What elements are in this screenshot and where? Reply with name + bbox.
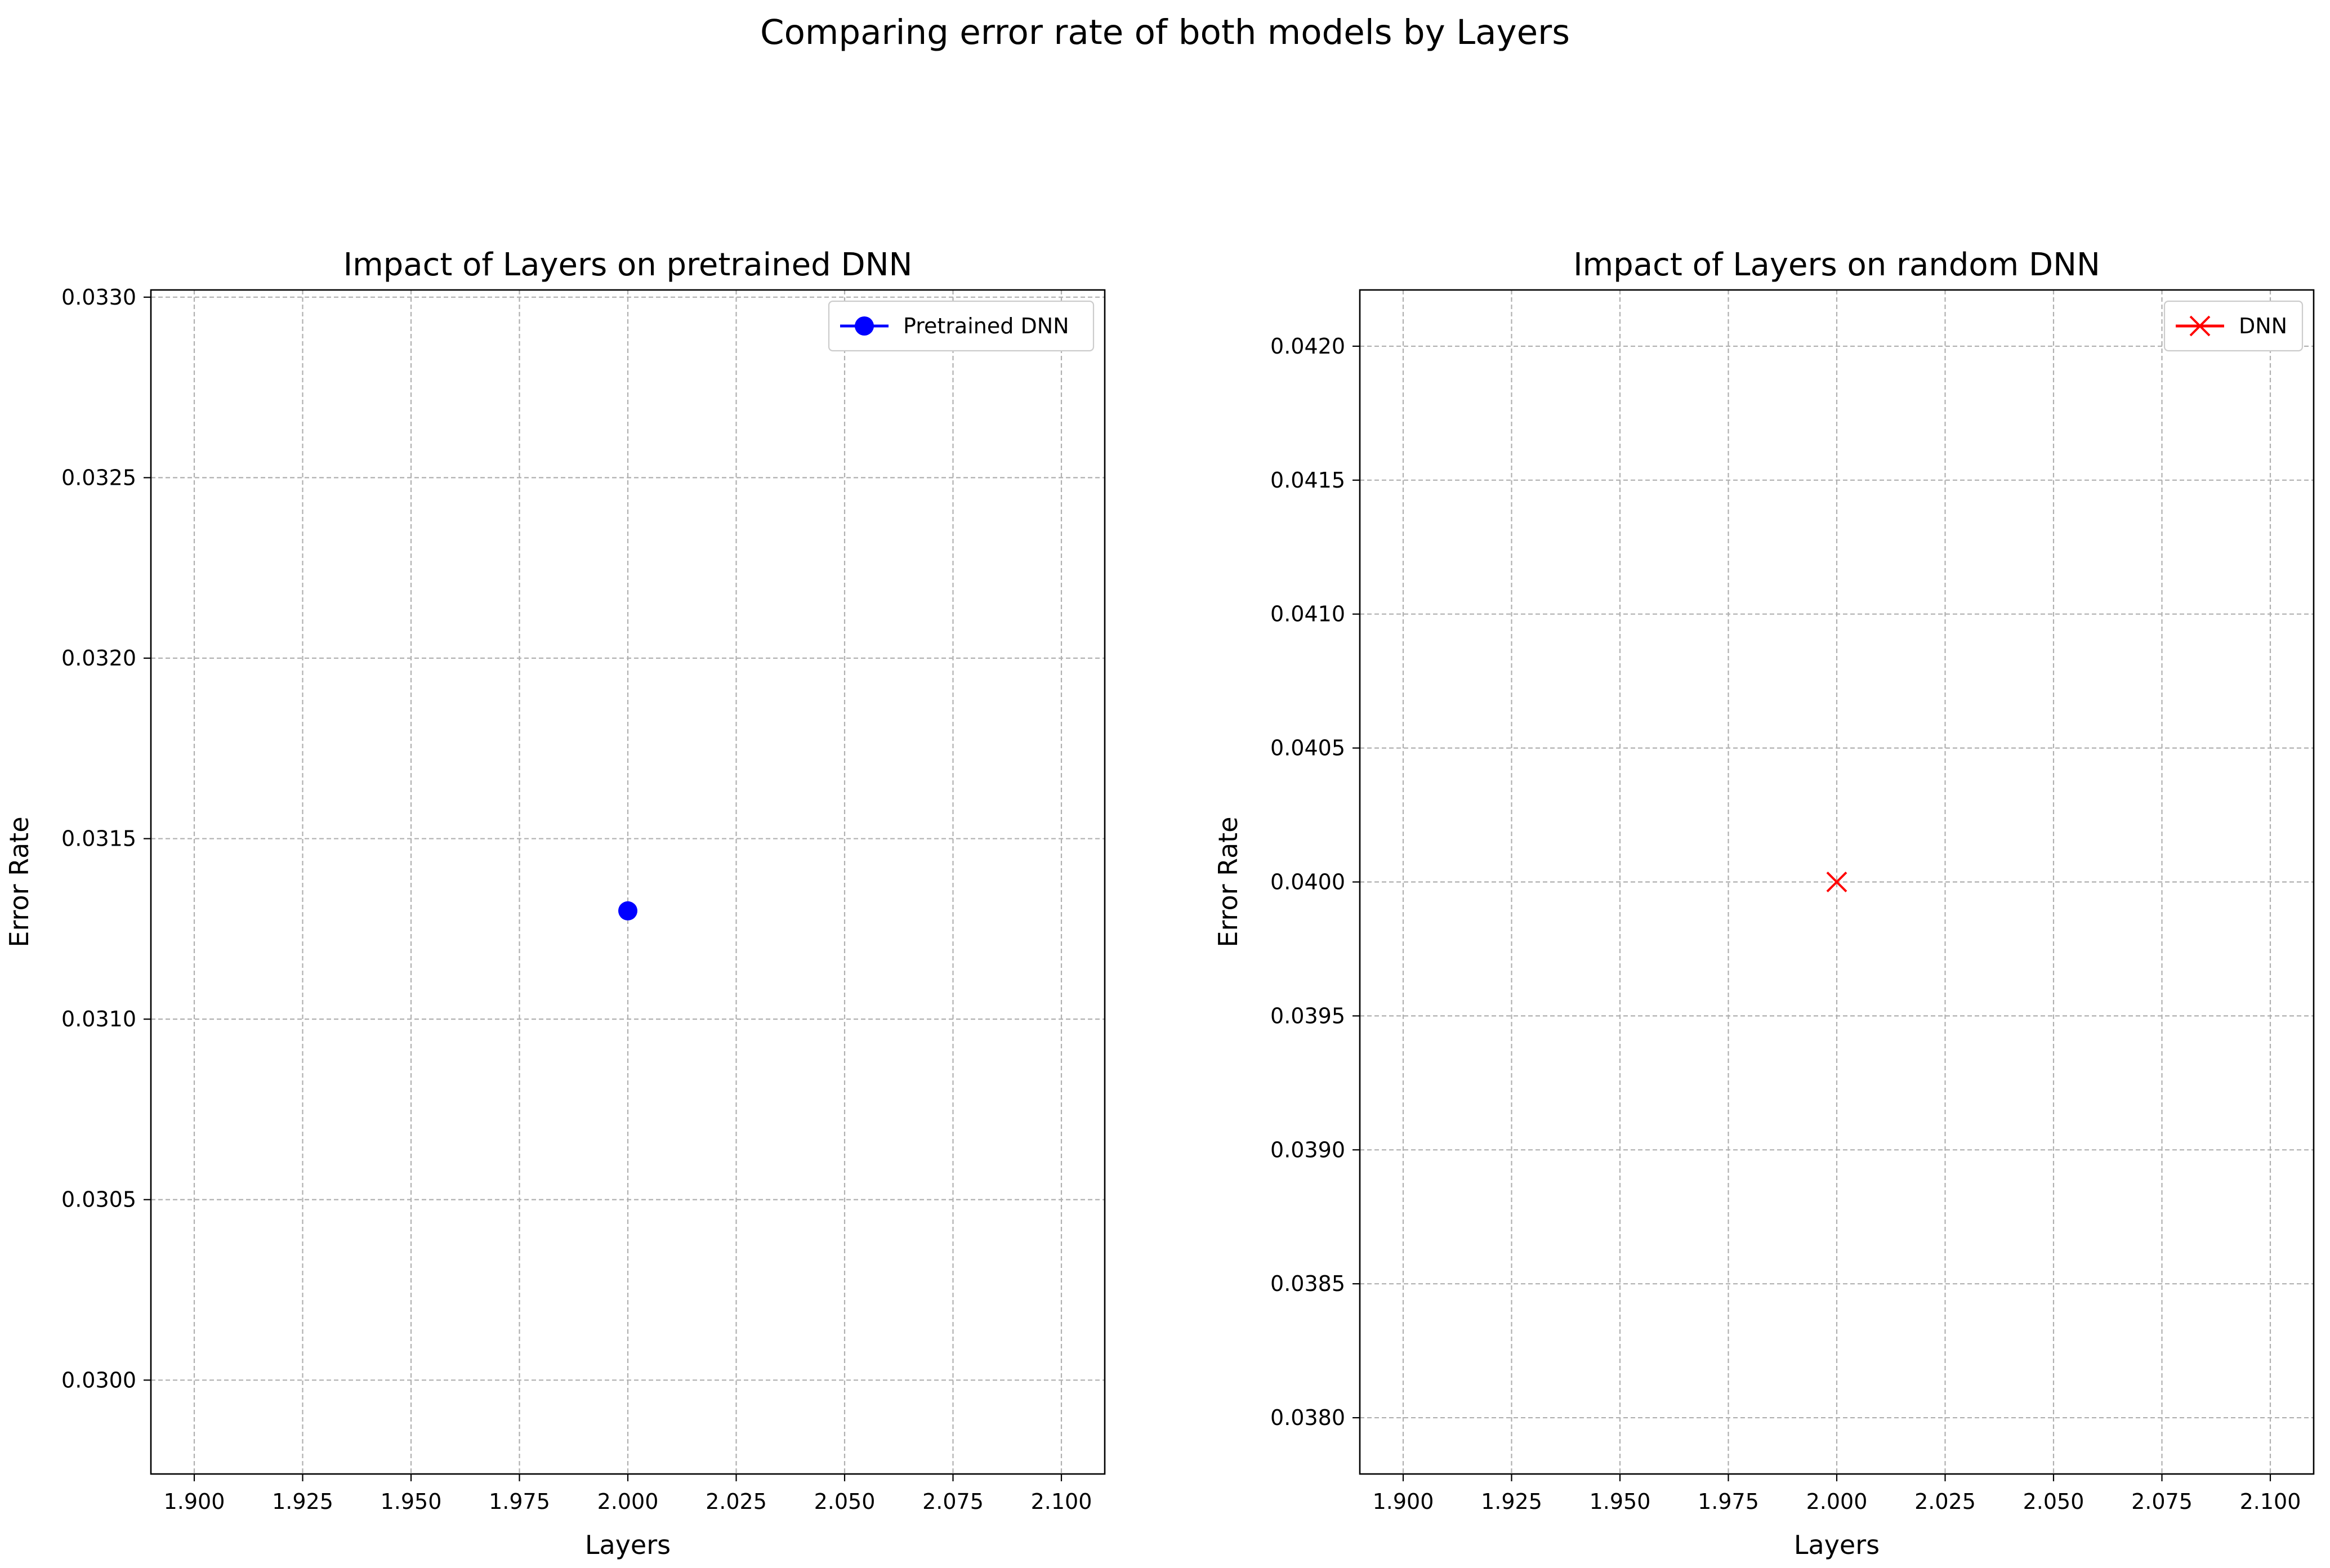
x-tick-label: 1.975 bbox=[1698, 1489, 1759, 1514]
y-tick-label: 0.0390 bbox=[1270, 1137, 1345, 1162]
subplot-title: Impact of Layers on random DNN bbox=[1573, 247, 2100, 283]
x-tick-label: 1.975 bbox=[489, 1489, 550, 1514]
subplot-title: Impact of Layers on pretrained DNN bbox=[343, 247, 913, 283]
x-tick-label: 2.000 bbox=[597, 1489, 659, 1514]
x-tick-label: 2.000 bbox=[1806, 1489, 1868, 1514]
x-axis-ticks: 1.900 1.925 1.950 1.975 2.000 2.025 2.050 2.075… bbox=[164, 1474, 1092, 1514]
x-tick-label: 1.950 bbox=[1590, 1489, 1651, 1514]
y-tick-label: 0.0325 bbox=[61, 465, 136, 490]
x-axis-label: Layers bbox=[1794, 1530, 1880, 1560]
legend: DNN bbox=[2163, 300, 2304, 352]
data-point bbox=[1826, 872, 1847, 892]
x-tick-label: 2.050 bbox=[814, 1489, 876, 1514]
y-axis-label: Error Rate bbox=[1213, 816, 1243, 947]
x-tick-label: 2.075 bbox=[922, 1489, 984, 1514]
legend-box bbox=[2163, 300, 2304, 352]
gridlines bbox=[151, 290, 1105, 1474]
x-tick-label: 1.900 bbox=[1373, 1489, 1434, 1514]
y-tick-label: 0.0320 bbox=[61, 646, 136, 671]
data-point bbox=[618, 901, 637, 921]
legend-label: DNN bbox=[2239, 314, 2287, 338]
x-tick-label: 1.900 bbox=[164, 1489, 225, 1514]
legend-label: Pretrained DNN bbox=[903, 314, 1069, 338]
y-tick-label: 0.0380 bbox=[1270, 1405, 1345, 1430]
y-axis-label: Error Rate bbox=[4, 816, 34, 947]
y-axis-ticks: 0.0300 0.0305 0.0310 0.0315 0.0320 0.0325 0.03… bbox=[61, 285, 151, 1392]
legend-marker bbox=[855, 316, 874, 336]
y-tick-label: 0.0400 bbox=[1270, 870, 1345, 895]
data-series bbox=[1826, 872, 1847, 892]
x-tick-label: 2.025 bbox=[1914, 1489, 1976, 1514]
y-tick-label: 0.0305 bbox=[61, 1187, 136, 1212]
y-tick-label: 0.0415 bbox=[1270, 468, 1345, 493]
x-axis-label: Layers bbox=[585, 1530, 671, 1560]
x-tick-label: 2.050 bbox=[2023, 1489, 2084, 1514]
y-axis-ticks: 0.0380 0.0385 0.0390 0.0395 0.0400 0.0405 0.04… bbox=[1270, 334, 1360, 1430]
x-tick-label: 2.025 bbox=[706, 1489, 767, 1514]
legend-box bbox=[828, 300, 1095, 352]
subplot-random: 1.900 1.925 1.950 1.975 2.000 2.025 2.050 2.075… bbox=[1213, 247, 2315, 1560]
y-tick-label: 0.0310 bbox=[61, 1007, 136, 1031]
subplot-pretrained: 1.900 1.925 1.950 1.975 2.000 2.025 2.050 2.075… bbox=[4, 247, 1106, 1560]
legend: Pretrained DNN bbox=[828, 300, 1095, 352]
y-tick-label: 0.0300 bbox=[61, 1368, 136, 1392]
x-axis-ticks: 1.900 1.925 1.950 1.975 2.000 2.025 2.050 2.075… bbox=[1373, 1474, 2301, 1514]
data-series bbox=[618, 901, 637, 921]
legend-marker bbox=[2189, 315, 2211, 337]
y-tick-label: 0.0410 bbox=[1270, 602, 1345, 627]
y-tick-label: 0.0420 bbox=[1270, 334, 1345, 359]
y-tick-label: 0.0405 bbox=[1270, 736, 1345, 761]
y-tick-label: 0.0385 bbox=[1270, 1271, 1345, 1296]
figure-suptitle: Comparing error rate of both models by L… bbox=[760, 12, 1570, 52]
x-tick-label: 1.925 bbox=[272, 1489, 333, 1514]
y-tick-label: 0.0395 bbox=[1270, 1003, 1345, 1028]
y-tick-label: 0.0330 bbox=[61, 285, 136, 310]
x-tick-label: 2.100 bbox=[2240, 1489, 2301, 1514]
subplot-panels: 1.900 1.925 1.950 1.975 2.000 2.025 2.050 2.075… bbox=[4, 247, 2315, 1560]
y-tick-label: 0.0315 bbox=[61, 827, 136, 851]
x-tick-label: 2.100 bbox=[1031, 1489, 1092, 1514]
x-tick-label: 2.075 bbox=[2131, 1489, 2193, 1514]
x-tick-label: 1.950 bbox=[381, 1489, 442, 1514]
x-tick-label: 1.925 bbox=[1481, 1489, 1542, 1514]
